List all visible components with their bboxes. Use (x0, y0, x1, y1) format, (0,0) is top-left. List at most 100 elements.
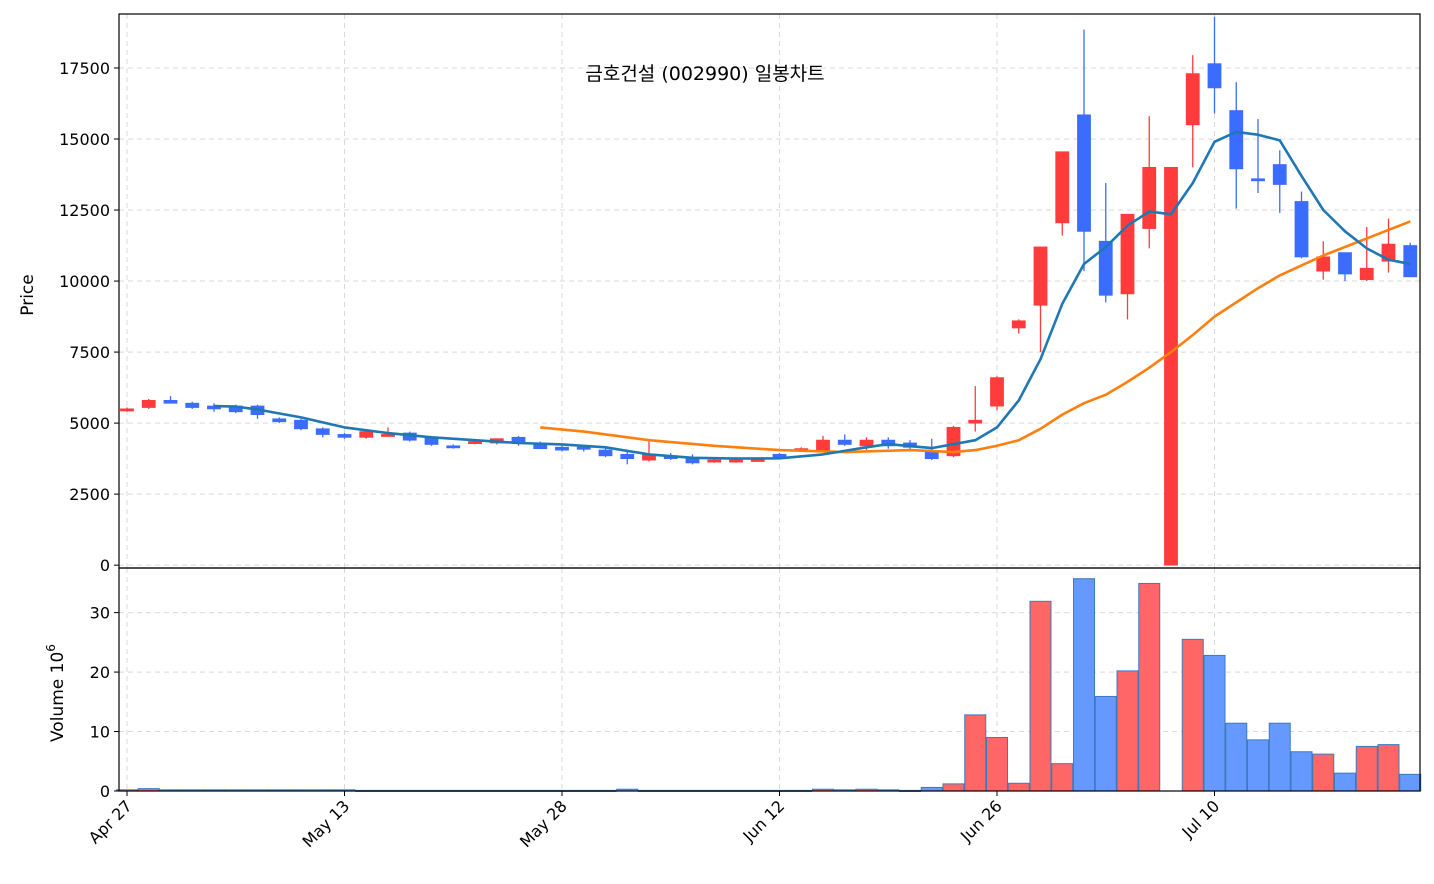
price-tick-label: 15000 (59, 130, 110, 149)
candle (185, 401, 200, 409)
volume-bar (1290, 751, 1313, 792)
candle (1251, 119, 1265, 193)
candle (1033, 246, 1048, 353)
moving-averages (213, 130, 1411, 460)
candle (946, 425, 961, 458)
candle-body (120, 408, 134, 412)
candle (1077, 29, 1091, 272)
candle-body (1272, 164, 1287, 185)
candle (1338, 252, 1352, 282)
candle (1164, 167, 1178, 566)
volume-bar (986, 736, 1008, 792)
candle (1098, 183, 1113, 303)
candle-body (1077, 114, 1091, 232)
candle-body (1011, 320, 1026, 329)
volume-bar (1377, 744, 1400, 792)
volume-bar (1247, 739, 1269, 792)
volume-bar (1399, 773, 1422, 792)
price-tick-label: 5000 (69, 414, 110, 433)
volume-bar (1355, 745, 1378, 792)
candle-body (946, 426, 961, 457)
price-tick-label: 17500 (59, 59, 110, 78)
candle (1207, 16, 1222, 114)
candle (141, 398, 156, 409)
candle-body (990, 377, 1004, 407)
candle (968, 386, 983, 432)
candle-body (1098, 240, 1113, 296)
price-tick-label: 2500 (69, 485, 110, 504)
chart-title: 금호건설 (002990) 일봉차트 (585, 63, 824, 85)
candle-body (1403, 245, 1418, 278)
volume-axis-label-exponent: 6 (44, 644, 58, 652)
candle-body (141, 399, 156, 408)
volume-bar (964, 714, 987, 792)
candle (1185, 55, 1200, 168)
candle (1294, 191, 1309, 259)
volume-y-ticks: 0 10 20 30 (90, 604, 119, 801)
candle-body (707, 459, 722, 463)
candle (1272, 150, 1287, 213)
candle-body (1229, 110, 1244, 170)
candle (1316, 241, 1331, 280)
volume-bar (1116, 670, 1139, 792)
candle-body (729, 459, 743, 463)
volume-bar (1203, 654, 1226, 792)
candle (1055, 151, 1070, 236)
candle-body (685, 458, 700, 464)
candle-body (1359, 267, 1374, 281)
volume-tick-label: 30 (90, 604, 110, 623)
candle (620, 450, 635, 465)
volume-bar (1007, 782, 1030, 792)
candle-body (163, 399, 178, 404)
candle-body (1294, 201, 1309, 258)
candle-body (1055, 151, 1070, 224)
volume-bar (1094, 695, 1117, 792)
volume-bar (1073, 578, 1095, 792)
price-tick-label: 12500 (59, 201, 110, 220)
volume-bar (1225, 722, 1248, 792)
candle (359, 431, 374, 439)
candle (272, 417, 287, 424)
candle-body (315, 428, 330, 435)
candle (1359, 227, 1374, 282)
volume-axis-label-text: Volume (48, 679, 68, 742)
candle-body (446, 445, 461, 449)
candle-body (859, 439, 874, 447)
candle-body (1164, 167, 1178, 566)
candle (1011, 319, 1026, 334)
price-candles (120, 16, 1418, 566)
price-tick-label: 7500 (69, 343, 110, 362)
volume-bar (1029, 600, 1052, 792)
candle-body (620, 453, 635, 460)
candle-body (381, 434, 395, 437)
volume-tick-label: 10 (90, 723, 110, 742)
candle-body (1120, 213, 1135, 295)
volume-bar (1138, 582, 1161, 792)
volume-bar (1312, 753, 1335, 792)
candle (598, 447, 613, 458)
candle-body (272, 418, 287, 423)
candle (1229, 82, 1244, 209)
candle-body (1185, 73, 1200, 126)
candle (1403, 242, 1418, 278)
candle (381, 427, 395, 437)
ma-long-line (540, 220, 1411, 454)
ma-short-line (213, 130, 1411, 460)
candle-body (337, 434, 352, 438)
price-tick-label: 0 (100, 556, 110, 575)
price-grid (119, 14, 1420, 568)
candle (315, 427, 330, 438)
volume-bar (942, 783, 965, 792)
candle-body (598, 449, 613, 457)
volume-tick-label: 0 (100, 782, 110, 801)
candle-body (1033, 246, 1048, 306)
candle (837, 434, 852, 446)
candle-body (576, 446, 591, 450)
volume-axis-label: Volume 106 (44, 644, 68, 742)
volume-bar (1268, 722, 1291, 792)
candle-body (1338, 252, 1352, 275)
volume-bar (1181, 638, 1204, 792)
candle-body (359, 431, 374, 438)
candle (294, 418, 308, 431)
